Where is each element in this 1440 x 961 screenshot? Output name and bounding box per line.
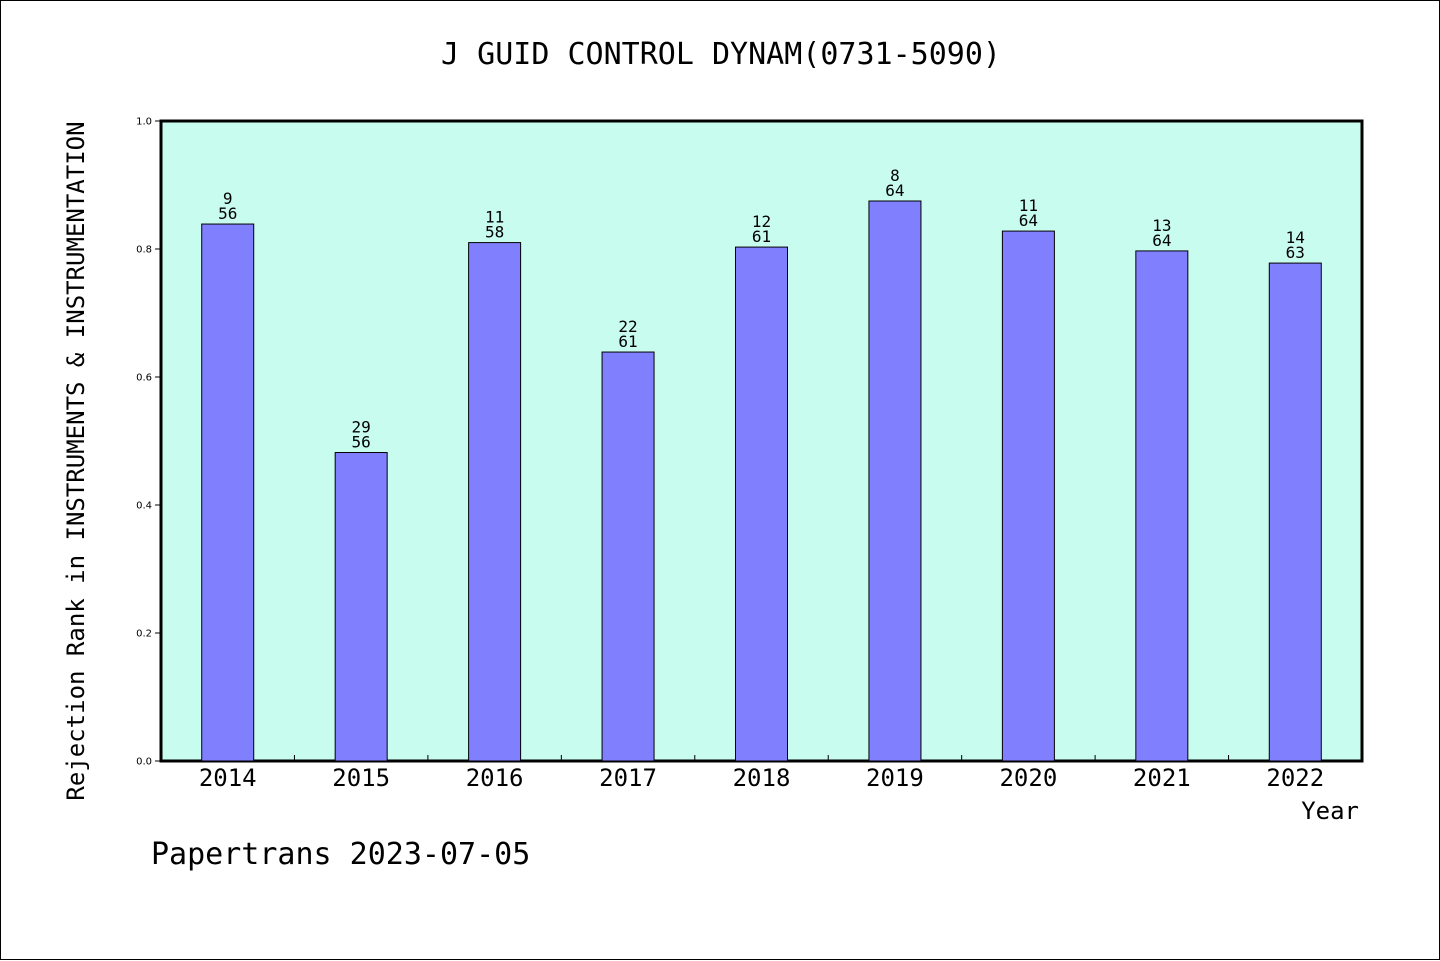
- bar-2017: [601, 351, 655, 762]
- y-tick-label-0.4: 0.4: [136, 501, 152, 512]
- x-tick-label-2014: 2014: [199, 764, 257, 792]
- y-tick-label-0.2: 0.2: [136, 629, 152, 640]
- x-tick-label-2022: 2022: [1266, 764, 1324, 792]
- bar-2016: [468, 242, 522, 762]
- data-label-top-2017: 22: [618, 317, 637, 336]
- y-tick-label-0.8: 0.8: [136, 245, 152, 256]
- x-tick-label-2021: 2021: [1133, 764, 1191, 792]
- data-label-top-2022: 14: [1286, 228, 1305, 247]
- bar-2022: [1268, 262, 1322, 762]
- x-tick-label-2019: 2019: [866, 764, 924, 792]
- data-label-top-2016: 11: [485, 208, 504, 227]
- x-tick-label-2017: 2017: [599, 764, 657, 792]
- x-axis-label: Year: [1301, 797, 1359, 825]
- bar-2021: [1135, 250, 1189, 762]
- data-label-bottom-2022: 63: [1286, 243, 1305, 262]
- data-label-bottom-2014: 56: [218, 204, 237, 223]
- y-tick-label-1.0: 1.0: [136, 117, 152, 128]
- chart-title: J GUID CONTROL DYNAM(0731-5090): [441, 37, 1001, 72]
- data-label-top-2018: 12: [752, 212, 771, 231]
- data-label-top-2021: 13: [1152, 216, 1171, 235]
- y-tick-label-0.6: 0.6: [136, 373, 152, 384]
- x-tick-label-2016: 2016: [466, 764, 524, 792]
- data-label-top-2019: 8: [890, 166, 900, 185]
- data-label-bottom-2016: 58: [485, 223, 504, 242]
- y-axis-label: Rejection Rank in INSTRUMENTS & INSTRUME…: [62, 121, 90, 801]
- bar-2019: [868, 200, 922, 762]
- x-tick-label-2015: 2015: [332, 764, 390, 792]
- data-label-bottom-2015: 56: [352, 433, 371, 452]
- data-label-bottom-2021: 64: [1152, 231, 1171, 250]
- x-tick-label-2018: 2018: [733, 764, 791, 792]
- data-label-top-2020: 11: [1019, 196, 1038, 215]
- bar-2015: [334, 452, 388, 762]
- data-label-bottom-2018: 61: [752, 227, 771, 246]
- data-label-bottom-2020: 64: [1019, 211, 1038, 230]
- x-tick-label-2020: 2020: [999, 764, 1057, 792]
- y-tick-label-0.0: 0.0: [136, 757, 152, 768]
- bar-2018: [735, 246, 788, 762]
- bar-2014: [201, 223, 255, 762]
- data-label-bottom-2017: 61: [618, 332, 637, 351]
- data-label-top-2014: 9: [223, 189, 233, 208]
- data-label-bottom-2019: 64: [885, 181, 904, 200]
- data-label-top-2015: 29: [352, 418, 371, 437]
- bar-2020: [1001, 230, 1055, 762]
- footer-credit: Papertrans 2023-07-05: [151, 837, 531, 872]
